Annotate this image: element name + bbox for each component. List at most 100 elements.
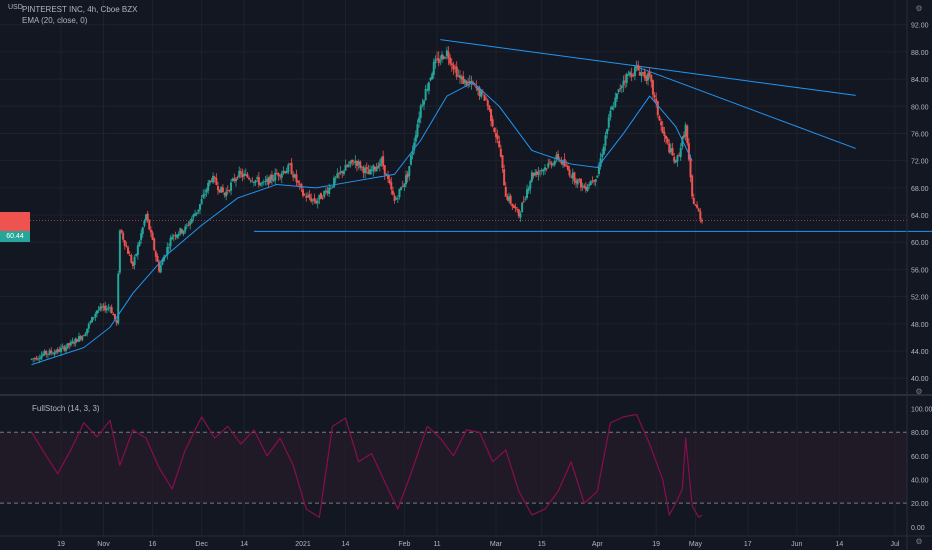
candle	[674, 159, 677, 164]
candle	[671, 142, 674, 156]
candle	[159, 262, 162, 274]
candle	[364, 164, 367, 179]
candle-body	[388, 179, 391, 184]
candle-body	[668, 143, 671, 153]
candle-body	[163, 256, 166, 262]
trendline	[440, 39, 856, 96]
candle	[284, 170, 287, 175]
candle	[131, 261, 134, 269]
candle	[109, 305, 112, 313]
candle	[642, 72, 645, 77]
candle	[213, 175, 216, 183]
candle	[347, 161, 350, 168]
candle	[248, 176, 251, 181]
candle-body	[586, 186, 589, 192]
candle	[411, 145, 414, 160]
candle	[416, 119, 419, 139]
ema-legend[interactable]: EMA (20, close, 0)	[22, 16, 93, 25]
candle	[400, 186, 403, 191]
candle	[488, 105, 491, 113]
candle-body	[378, 163, 381, 167]
candle-body	[629, 72, 632, 75]
candle	[203, 188, 206, 199]
candle	[110, 304, 113, 314]
candle	[118, 229, 121, 275]
candle	[66, 343, 69, 350]
candle	[367, 164, 370, 175]
candle	[303, 193, 306, 196]
candle-body	[300, 183, 303, 188]
candle	[607, 113, 610, 131]
candle	[679, 143, 682, 161]
candle-body	[194, 213, 197, 216]
candle	[524, 196, 527, 202]
candle-body	[617, 89, 620, 93]
candle	[519, 211, 522, 222]
price-axis[interactable]: 92.00 88.00 84.00 80.00 76.00 72.00 68.00 64.00…	[911, 23, 929, 384]
trendlines[interactable]	[0, 39, 932, 232]
candle	[53, 349, 56, 358]
candle	[79, 334, 82, 342]
candle-body	[660, 121, 663, 126]
candle	[570, 174, 573, 179]
time-axis[interactable]: 19 Nov 16 Dec 14 2021 14 Feb 11 Mar 15 Apr 19 May 17 Ju…	[57, 541, 900, 548]
candle-body	[221, 187, 224, 193]
candle-body	[77, 335, 80, 342]
candle-body	[458, 75, 461, 78]
candle	[622, 75, 625, 93]
candle-body	[686, 125, 689, 144]
candle	[593, 179, 596, 186]
candle-body	[100, 306, 103, 308]
candle-body	[133, 256, 136, 265]
candle	[535, 169, 538, 178]
candle	[647, 71, 650, 86]
candle-body	[573, 172, 576, 182]
candle-body	[264, 181, 267, 183]
candle	[63, 344, 66, 352]
symbol-legend[interactable]: PINTEREST INC, 4h, Cboe BZX	[22, 5, 143, 14]
candle	[517, 208, 520, 219]
candle	[249, 178, 252, 184]
candle	[645, 74, 648, 85]
stoch-label[interactable]: FullStoch (14, 3, 3)	[32, 404, 100, 413]
candle-body	[472, 82, 475, 85]
candle	[349, 160, 352, 168]
symbol-info[interactable]: PINTEREST INC, 4h, Cboe BZX	[22, 5, 138, 14]
candle-body	[216, 186, 219, 190]
candle-body	[697, 208, 700, 212]
candle-body	[200, 199, 203, 205]
candle-body	[288, 164, 291, 165]
candle	[207, 179, 210, 195]
candle	[401, 180, 404, 188]
time-tick-label: Feb	[398, 541, 410, 548]
candle	[409, 154, 412, 167]
candle	[77, 332, 80, 343]
candle-body	[118, 230, 121, 273]
candle-body	[622, 80, 625, 86]
candle	[56, 347, 59, 355]
price-tick-label: 68.00	[911, 186, 929, 193]
candle-body	[460, 77, 463, 80]
candle-body	[661, 126, 664, 134]
candle-body	[202, 194, 205, 198]
candle-body	[534, 172, 537, 176]
candles[interactable]	[30, 46, 703, 364]
price-tick-label: 76.00	[911, 131, 929, 138]
candle	[264, 176, 267, 186]
candle-body	[285, 171, 288, 174]
candle	[141, 226, 144, 238]
candle-body	[318, 194, 321, 200]
candle-body	[522, 200, 525, 202]
candle-body	[406, 173, 409, 178]
candle	[127, 245, 130, 255]
ema-label[interactable]: EMA (20, close, 0)	[22, 16, 88, 25]
stoch-legend[interactable]: FullStoch (14, 3, 3)	[32, 404, 106, 413]
candle	[45, 350, 48, 358]
candle-body	[604, 135, 607, 146]
candle	[676, 154, 679, 167]
settings-icons[interactable]: ⚙ ⚙ ⚙	[915, 4, 922, 546]
candle	[692, 193, 695, 205]
candle	[73, 339, 76, 347]
